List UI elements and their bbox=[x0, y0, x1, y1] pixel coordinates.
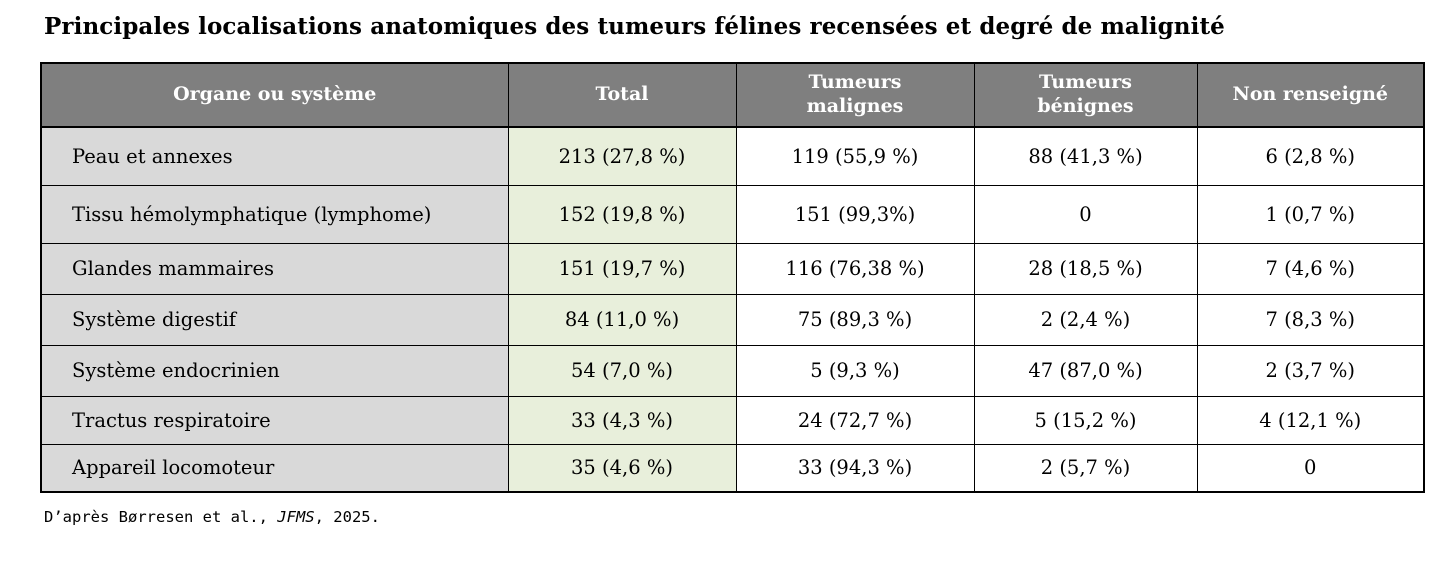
cell-total: 84 (11,0 %) bbox=[507, 293, 737, 346]
cell-organ: Système endocrinien bbox=[40, 344, 509, 397]
column-header-organ: Organe ou système bbox=[40, 62, 509, 128]
column-header-benign: Tumeurs bénignes bbox=[973, 62, 1198, 128]
header-row: Organe ou système Total Tumeurs malignes… bbox=[40, 62, 1425, 128]
source-suffix: , 2025. bbox=[314, 508, 380, 526]
table-row: Peau et annexes 213 (27,8 %) 119 (55,9 %… bbox=[40, 126, 1425, 186]
cell-unknown: 2 (3,7 %) bbox=[1196, 344, 1425, 397]
cell-organ: Tractus respiratoire bbox=[40, 395, 509, 445]
source-journal: JFMS bbox=[277, 508, 315, 526]
cell-organ: Tissu hémolymphatique (lymphome) bbox=[40, 184, 509, 244]
cell-benign: 2 (2,4 %) bbox=[973, 293, 1198, 346]
source-citation: D’après Børresen et al., JFMS, 2025. bbox=[44, 508, 380, 526]
tumor-locations-table: Organe ou système Total Tumeurs malignes… bbox=[40, 62, 1425, 493]
cell-benign: 28 (18,5 %) bbox=[973, 242, 1198, 295]
table-row: Tractus respiratoire 33 (4,3 %) 24 (72,7… bbox=[40, 395, 1425, 445]
cell-organ: Peau et annexes bbox=[40, 126, 509, 186]
cell-malignant: 5 (9,3 %) bbox=[735, 344, 975, 397]
cell-malignant: 116 (76,38 %) bbox=[735, 242, 975, 295]
cell-organ: Appareil locomoteur bbox=[40, 443, 509, 493]
cell-total: 35 (4,6 %) bbox=[507, 443, 737, 493]
cell-unknown: 7 (8,3 %) bbox=[1196, 293, 1425, 346]
table-row: Système digestif 84 (11,0 %) 75 (89,3 %)… bbox=[40, 293, 1425, 346]
cell-unknown: 6 (2,8 %) bbox=[1196, 126, 1425, 186]
table-row: Appareil locomoteur 35 (4,6 %) 33 (94,3 … bbox=[40, 443, 1425, 493]
cell-total: 213 (27,8 %) bbox=[507, 126, 737, 186]
table-row: Glandes mammaires 151 (19,7 %) 116 (76,3… bbox=[40, 242, 1425, 295]
cell-unknown: 7 (4,6 %) bbox=[1196, 242, 1425, 295]
cell-benign: 0 bbox=[973, 184, 1198, 244]
cell-total: 151 (19,7 %) bbox=[507, 242, 737, 295]
cell-total: 54 (7,0 %) bbox=[507, 344, 737, 397]
cell-malignant: 119 (55,9 %) bbox=[735, 126, 975, 186]
page-title: Principales localisations anatomiques de… bbox=[44, 13, 1225, 40]
cell-malignant: 33 (94,3 %) bbox=[735, 443, 975, 493]
column-header-malignant: Tumeurs malignes bbox=[735, 62, 975, 128]
cell-unknown: 4 (12,1 %) bbox=[1196, 395, 1425, 445]
cell-malignant: 24 (72,7 %) bbox=[735, 395, 975, 445]
cell-organ: Système digestif bbox=[40, 293, 509, 346]
cell-benign: 47 (87,0 %) bbox=[973, 344, 1198, 397]
cell-total: 33 (4,3 %) bbox=[507, 395, 737, 445]
table-row: Système endocrinien 54 (7,0 %) 5 (9,3 %)… bbox=[40, 344, 1425, 397]
cell-malignant: 151 (99,3%) bbox=[735, 184, 975, 244]
cell-organ: Glandes mammaires bbox=[40, 242, 509, 295]
column-header-unknown: Non renseigné bbox=[1196, 62, 1425, 128]
table-row: Tissu hémolymphatique (lymphome) 152 (19… bbox=[40, 184, 1425, 244]
source-prefix: D’après Børresen et al., bbox=[44, 508, 278, 526]
cell-benign: 2 (5,7 %) bbox=[973, 443, 1198, 493]
cell-benign: 5 (15,2 %) bbox=[973, 395, 1198, 445]
cell-unknown: 1 (0,7 %) bbox=[1196, 184, 1425, 244]
cell-benign: 88 (41,3 %) bbox=[973, 126, 1198, 186]
column-header-total: Total bbox=[507, 62, 737, 128]
cell-total: 152 (19,8 %) bbox=[507, 184, 737, 244]
cell-malignant: 75 (89,3 %) bbox=[735, 293, 975, 346]
cell-unknown: 0 bbox=[1196, 443, 1425, 493]
